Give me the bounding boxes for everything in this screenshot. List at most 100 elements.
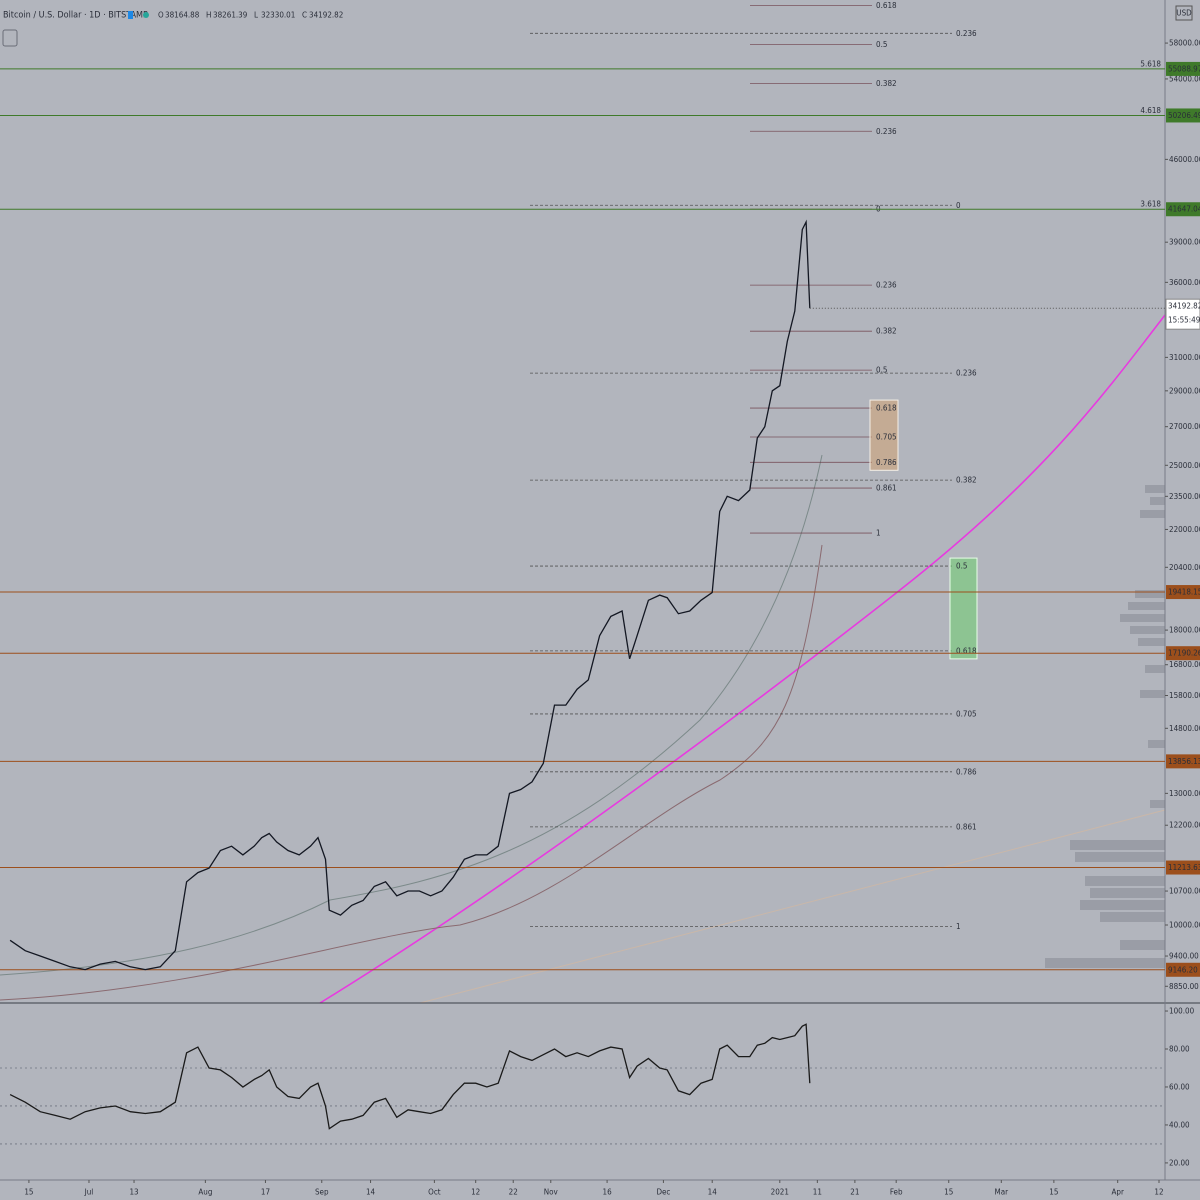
currency[interactable]: USD: [1176, 9, 1192, 18]
x-tick-label: Apr: [1111, 1188, 1123, 1197]
x-tick-label: Nov: [544, 1188, 559, 1197]
fib-label: 0.5: [876, 40, 887, 49]
price-level-label: 11213.63: [1168, 863, 1200, 872]
target-zone: [949, 557, 978, 660]
fib-label: 0.236: [876, 281, 897, 290]
rsi-y-tick-label: 100.00: [1169, 1007, 1195, 1016]
x-tick-label: Oct: [428, 1188, 441, 1197]
trend-line: [419, 809, 1166, 1004]
currency-box[interactable]: [1175, 5, 1193, 21]
fib-label: 0.861: [956, 822, 977, 831]
price-level-tag: [1166, 962, 1200, 977]
ohlc-key: L: [254, 11, 258, 20]
x-tick-label: 16: [603, 1188, 613, 1197]
fib-label: 0.236: [956, 369, 977, 378]
x-tick-label: 15: [24, 1188, 33, 1197]
trend-curve: [319, 314, 1166, 1004]
fib-label: 0.382: [876, 79, 897, 88]
y-tick-label: 8850.00: [1169, 982, 1199, 991]
ohlc-value: 38261.39: [213, 11, 248, 20]
ohlc-values: O 38164.88 H 38261.39 L 32330.01 C 34192.82: [158, 11, 343, 20]
y-tick-label: 25000.00: [1169, 461, 1200, 470]
y-tick-label: 12200.00: [1169, 821, 1200, 830]
ohlc-key: O: [158, 11, 164, 20]
y-tick-label: 14800.00: [1169, 724, 1200, 733]
last-price-label: 34192.82: [1168, 302, 1200, 311]
x-tick-label: 2021: [771, 1188, 789, 1197]
price-level-label: 50206.49: [1168, 111, 1200, 120]
fib-label: 0.705: [876, 433, 897, 442]
price-level-label: 9146.20: [1168, 965, 1198, 974]
fib-label: 0.382: [956, 476, 977, 485]
price-level-label: 13856.13: [1168, 757, 1200, 766]
y-tick-label: 39000.00: [1169, 238, 1200, 247]
x-tick-label: 13: [129, 1188, 138, 1197]
price-level-tag: [1166, 108, 1200, 123]
y-tick-label: 13000.00: [1169, 789, 1200, 798]
x-tick-label: Mar: [995, 1188, 1009, 1197]
collapse-button[interactable]: [2, 29, 18, 47]
golden-pocket-zone: [869, 399, 899, 471]
fib-label: 0.861: [876, 484, 897, 493]
x-tick-label: 11: [813, 1188, 822, 1197]
x-tick-label: Sep: [315, 1188, 329, 1197]
fib-label: 0.786: [956, 767, 977, 776]
y-tick-label: 58000.00: [1169, 39, 1200, 48]
y-tick-label: 29000.00: [1169, 386, 1200, 395]
price-level-tag: [1166, 61, 1200, 76]
price-level-tag: [1166, 585, 1200, 600]
y-tick-label: 22000.00: [1169, 525, 1200, 534]
price-level-tag: [1166, 646, 1200, 661]
last-price-tag: [1165, 298, 1200, 330]
rsi-line: [9, 1023, 811, 1130]
fib-label: 0.618: [876, 404, 897, 413]
y-tick-label: 18000.00: [1169, 626, 1200, 635]
fib-label: 0.236: [876, 127, 897, 136]
ohlc-value: 32330.01: [261, 11, 295, 20]
ohlc-key: C: [302, 11, 307, 20]
status-dot: [128, 11, 133, 19]
x-tick-label: Dec: [656, 1188, 670, 1197]
fib-label: 0.786: [876, 458, 897, 467]
fib-label: 0.618: [876, 1, 897, 10]
fib-label: 0.618: [956, 646, 977, 655]
x-tick-label: 21: [850, 1188, 859, 1197]
y-tick-label: 27000.00: [1169, 422, 1200, 431]
volume-profile: [1045, 485, 1165, 968]
x-tick-label: Aug: [198, 1188, 212, 1197]
ohlc-key: H: [206, 11, 211, 20]
price-level-label: 17190.26: [1168, 649, 1200, 658]
fib-label: 0.705: [956, 709, 977, 718]
rsi-y-tick-label: 60.00: [1169, 1082, 1190, 1091]
y-tick-label: 23500.00: [1169, 492, 1200, 501]
y-tick-label: 31000.00: [1169, 353, 1200, 362]
rsi-y-tick-label: 20.00: [1169, 1158, 1190, 1167]
x-tick-label: 12: [1154, 1188, 1163, 1197]
price-level-label: 55088.97: [1168, 64, 1200, 73]
fib-label: 1: [956, 922, 961, 931]
price-level-label: 19418.15: [1168, 588, 1200, 597]
price-level-tag: [1166, 754, 1200, 769]
y-tick-label: 20400.00: [1169, 563, 1200, 572]
y-tick-label: 9400.00: [1169, 952, 1199, 961]
y-tick-label: 15800.00: [1169, 691, 1200, 700]
ohlc-value: 38164.88: [165, 11, 200, 20]
y-tick-label: 54000.00: [1169, 74, 1200, 83]
price-level-label: 41647.04: [1168, 205, 1200, 214]
y-tick-label: 16800.00: [1169, 660, 1200, 669]
extension-ratio: 3.618: [1140, 200, 1161, 209]
moving-average: [0, 454, 823, 976]
x-tick-label: Jul: [84, 1188, 94, 1197]
fib-label: 0.5: [956, 562, 967, 571]
x-tick-label: Feb: [890, 1188, 903, 1197]
y-tick-label: 36000.00: [1169, 278, 1200, 287]
x-tick-label: 12: [471, 1188, 480, 1197]
x-tick-label: 15: [1049, 1188, 1058, 1197]
price-line: [9, 219, 811, 971]
fib-label: 0.236: [956, 29, 977, 38]
ohlc-value: 34192.82: [309, 11, 343, 20]
x-tick-label: 14: [366, 1188, 376, 1197]
